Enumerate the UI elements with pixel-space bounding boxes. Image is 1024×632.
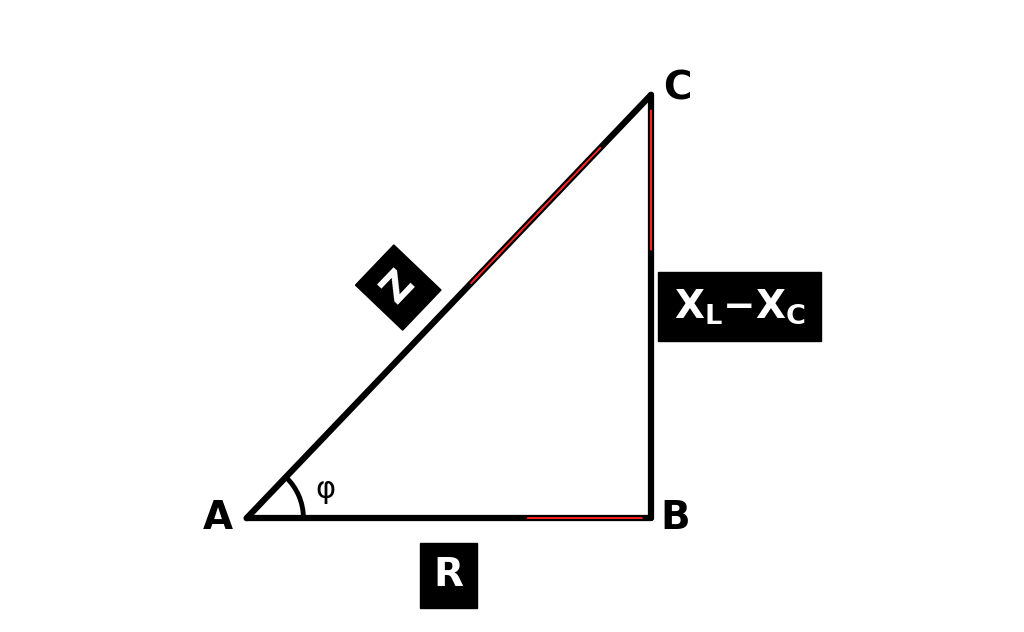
Text: φ: φ	[315, 475, 336, 504]
Text: Z: Z	[375, 264, 422, 311]
Text: A: A	[203, 499, 233, 537]
Text: R: R	[434, 556, 464, 594]
Text: $\mathbf{X_L}$$\mathbf{-X_C}$: $\mathbf{X_L}$$\mathbf{-X_C}$	[674, 287, 806, 326]
Text: C: C	[664, 70, 692, 107]
FancyArrowPatch shape	[471, 148, 601, 283]
Text: B: B	[660, 499, 690, 537]
